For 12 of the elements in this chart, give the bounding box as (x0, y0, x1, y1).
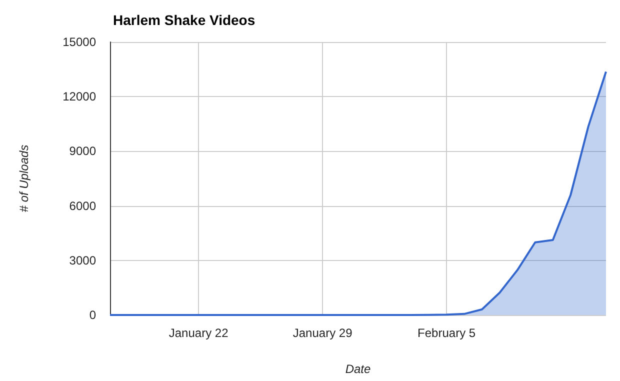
x-tick-label: January 29 (292, 326, 353, 340)
x-axis-title: Date (345, 362, 371, 376)
y-tick-label: 6000 (69, 198, 96, 213)
chart-title: Harlem Shake Videos (113, 12, 256, 28)
x-tick-label: February 5 (418, 326, 476, 340)
y-tick-label: 3000 (69, 253, 96, 268)
y-tick-label: 15000 (62, 35, 96, 49)
y-tick-label: 0 (89, 308, 96, 322)
x-tick-label: January 22 (168, 326, 229, 340)
y-axis-title: # of Uploads (17, 144, 31, 212)
y-tick-label: 12000 (62, 90, 96, 104)
y-tick-label: 9000 (69, 144, 96, 158)
